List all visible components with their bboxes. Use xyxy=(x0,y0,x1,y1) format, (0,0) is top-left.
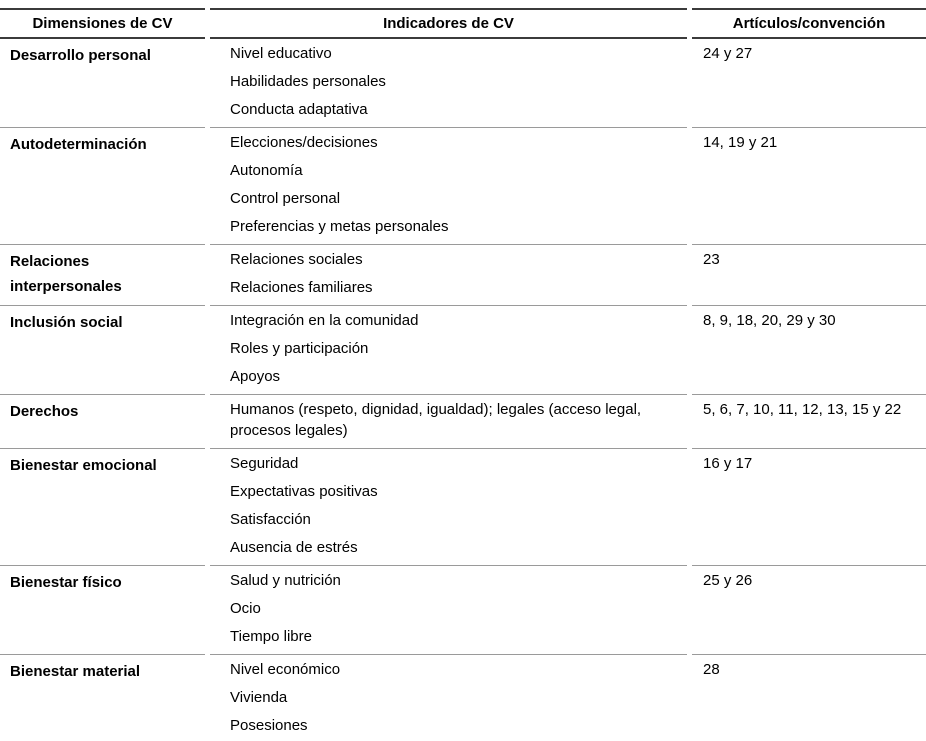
cv-dimensions-table: Dimensiones de CV Indicadores de CV Artí… xyxy=(0,8,926,741)
dimension-cell: Autodeterminación xyxy=(0,128,205,245)
indicator-item: Integración en la comunidad xyxy=(230,312,419,329)
articles-cell: 8, 9, 18, 20, 29 y 30 xyxy=(692,306,926,395)
indicator-item: Relaciones sociales xyxy=(230,251,363,268)
table-header: Dimensiones de CV Indicadores de CV Artí… xyxy=(0,8,926,39)
articles-cell: 28 xyxy=(692,655,926,741)
indicator-item: Preferencias y metas personales xyxy=(230,218,449,235)
indicators-cell: Salud y nutrición Ocio Tiempo libre xyxy=(210,566,687,655)
indicator-item: Humanos (respeto, dignidad, igualdad); l… xyxy=(230,401,642,439)
articles-cell: 14, 19 y 21 xyxy=(692,128,926,245)
indicators-cell: Nivel económico Vivienda Posesiones xyxy=(210,655,687,741)
indicators-cell: Seguridad Expectativas positivas Satisfacc… xyxy=(210,449,687,566)
indicators-cell: Relaciones sociales Relaciones familiares xyxy=(210,245,687,306)
table-row: Autodeterminación Elecciones/decisiones A… xyxy=(0,128,926,245)
indicator-item: Nivel económico xyxy=(230,661,341,678)
indicator-item: Roles y participación xyxy=(230,340,369,357)
table-body: Desarrollo personal Nivel educativo Habil… xyxy=(0,39,926,741)
dimension-cell: Derechos xyxy=(0,395,205,449)
dimension-cell: Bienestar emocional xyxy=(0,449,205,566)
indicator-item: Autonomía xyxy=(230,162,303,179)
table-row: Bienestar emocional Seguridad Expectativa… xyxy=(0,449,926,566)
header-articulos: Artículos/convención xyxy=(692,8,926,39)
dimension-cell: Bienestar material xyxy=(0,655,205,741)
table-row: Inclusión social Integración en la comun… xyxy=(0,306,926,395)
header-row: Dimensiones de CV Indicadores de CV Artí… xyxy=(0,8,926,39)
indicator-item: Elecciones/decisiones xyxy=(230,134,378,151)
indicator-item: Expectativas positivas xyxy=(230,483,378,500)
articles-cell: 16 y 17 xyxy=(692,449,926,566)
indicator-item: Ocio xyxy=(230,600,261,617)
indicator-item: Control personal xyxy=(230,190,341,207)
table-row: Desarrollo personal Nivel educativo Habil… xyxy=(0,39,926,128)
dimension-cell: Bienestar físico xyxy=(0,566,205,655)
articles-cell: 5, 6, 7, 10, 11, 12, 13, 15 y 22 xyxy=(692,395,926,449)
dimension-cell: Desarrollo personal xyxy=(0,39,205,128)
indicator-item: Ausencia de estrés xyxy=(230,539,358,556)
table-row: Derechos Humanos (respeto, dignidad, igu… xyxy=(0,395,926,449)
table-row: Bienestar físico Salud y nutrición Ocio Ti… xyxy=(0,566,926,655)
indicator-item: Seguridad xyxy=(230,455,299,472)
header-indicadores: Indicadores de CV xyxy=(210,8,687,39)
indicators-cell: Humanos (respeto, dignidad, igualdad); l… xyxy=(210,395,687,449)
dimension-cell: Inclusión social xyxy=(0,306,205,395)
indicator-item: Apoyos xyxy=(230,368,281,385)
indicator-item: Posesiones xyxy=(230,717,308,734)
articles-cell: 24 y 27 xyxy=(692,39,926,128)
indicator-item: Vivienda xyxy=(230,689,288,706)
indicator-item: Tiempo libre xyxy=(230,628,312,645)
table-row: Bienestar material Nivel económico Vivien… xyxy=(0,655,926,741)
indicator-item: Conducta adaptativa xyxy=(230,101,368,118)
indicators-cell: Integración en la comunidad Roles y parti… xyxy=(210,306,687,395)
articles-cell: 25 y 26 xyxy=(692,566,926,655)
indicator-item: Salud y nutrición xyxy=(230,572,341,589)
table-row: Relaciones interpersonales Relaciones so… xyxy=(0,245,926,306)
indicators-cell: Nivel educativo Habilidades personales Con… xyxy=(210,39,687,128)
articles-cell: 23 xyxy=(692,245,926,306)
indicator-item: Satisfacción xyxy=(230,511,311,528)
indicators-cell: Elecciones/decisiones Autonomía Control pe… xyxy=(210,128,687,245)
indicator-item: Habilidades personales xyxy=(230,73,386,90)
indicator-item: Nivel educativo xyxy=(230,45,332,62)
dimension-cell: Relaciones interpersonales xyxy=(0,245,205,306)
indicator-item: Relaciones familiares xyxy=(230,279,373,296)
header-dimensiones: Dimensiones de CV xyxy=(0,8,205,39)
